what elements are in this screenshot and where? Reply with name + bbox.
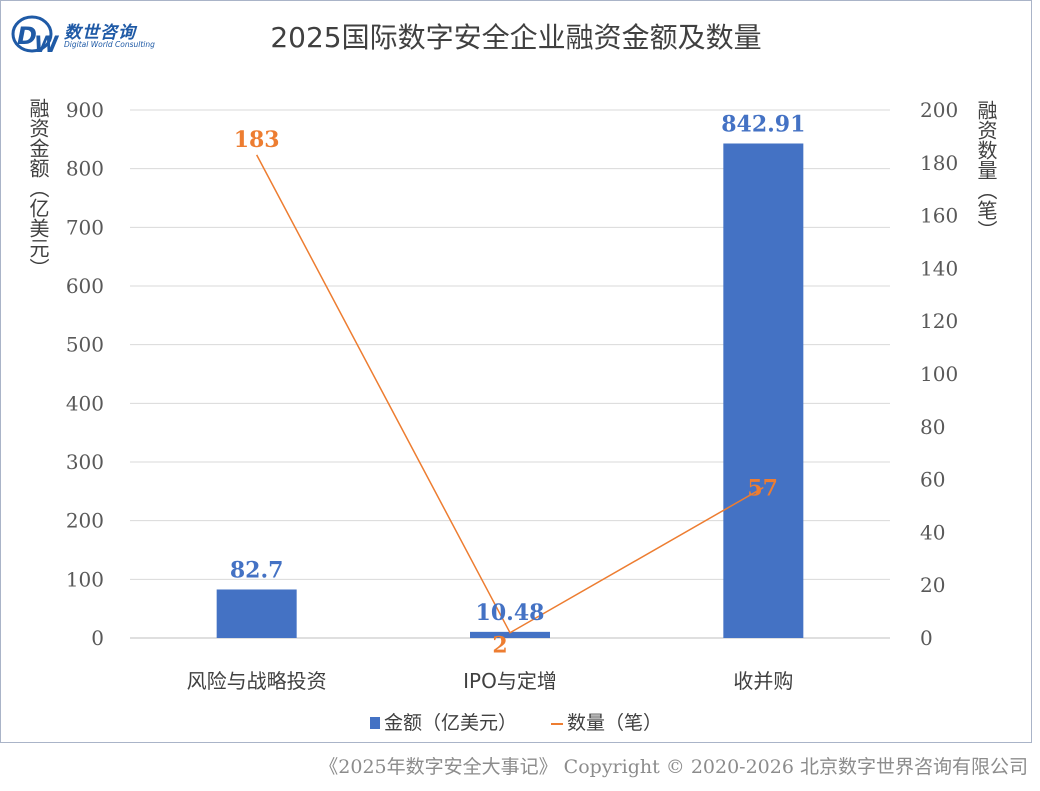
chart-svg: 0 100 200 300 400 500 600 700 800 900 0 20 40 60 80 100… (66, 98, 958, 693)
y2-tick-label: 160 (920, 204, 958, 228)
y2-tick-label: 200 (920, 98, 958, 122)
x-tick-label: IPO与定增 (463, 669, 557, 693)
y2-tick-label: 180 (920, 151, 958, 175)
bar (470, 631, 550, 638)
y-tick-label: 600 (66, 274, 104, 298)
legend-item-amount: 金额（亿美元） (369, 712, 523, 734)
line-data-label: 183 (234, 127, 280, 153)
y-tick-label: 0 (91, 626, 104, 650)
x-tick-label: 风险与战略投资 (187, 669, 327, 693)
line-data-label: 2 (492, 633, 507, 659)
line-series (256, 154, 764, 634)
svg-text:D: D (17, 22, 37, 50)
legend-label-count: 数量（笔） (567, 712, 663, 734)
logo-text: 数世咨询 (64, 23, 136, 43)
y-tick-label: 500 (66, 333, 104, 357)
legend: 金额（亿美元） 数量（笔） (0, 708, 1032, 735)
y-tick-label: 300 (66, 450, 104, 474)
y-axis-title: 融资金额（亿美元） (26, 98, 50, 278)
legend-label-amount: 金额（亿美元） (383, 712, 517, 734)
y-tick-label: 800 (66, 157, 104, 181)
y-tick-label: 200 (66, 509, 104, 533)
svg-text:W: W (34, 33, 60, 58)
bar-data-label: 10.48 (476, 600, 545, 626)
footer-copyright: 《2025年数字安全大事记》 Copyright © 2020-2026 北京数… (319, 756, 1028, 778)
bar (216, 589, 297, 638)
bar-data-label: 82.7 (230, 557, 284, 583)
chart-frame (0, 0, 1032, 743)
logo-subtitle: Digital World Consulting (64, 40, 155, 49)
y2-tick-label: 0 (920, 626, 933, 650)
legend-bar-swatch (369, 717, 380, 729)
bar (723, 143, 804, 638)
y2-tick-label: 20 (920, 573, 945, 597)
legend-line-swatch (551, 722, 564, 725)
y2-tick-label: 120 (920, 309, 958, 333)
y2-tick-label: 60 (920, 468, 945, 492)
y-tick-label: 700 (66, 215, 104, 239)
line-data-label: 57 (747, 476, 778, 502)
y2-tick-label: 80 (920, 415, 945, 439)
y2-axis-title: 融资数量（笔） (974, 100, 998, 240)
y-tick-label: 900 (66, 98, 104, 122)
company-logo: D W 数世咨询 Digital World Consulting (8, 8, 158, 66)
legend-item-count: 数量（笔） (551, 712, 662, 734)
y2-tick-label: 100 (920, 362, 958, 386)
y2-tick-label: 140 (920, 256, 958, 280)
x-tick-label: 收并购 (733, 669, 793, 693)
y-tick-label: 400 (66, 391, 104, 415)
chart-title: 2025国际数字安全企业融资金额及数量 (270, 21, 762, 54)
y2-tick-label: 40 (920, 520, 945, 544)
bar-data-label: 842.91 (721, 111, 805, 137)
y-tick-label: 100 (66, 567, 104, 591)
dw-logo-icon: D W (11, 15, 60, 58)
